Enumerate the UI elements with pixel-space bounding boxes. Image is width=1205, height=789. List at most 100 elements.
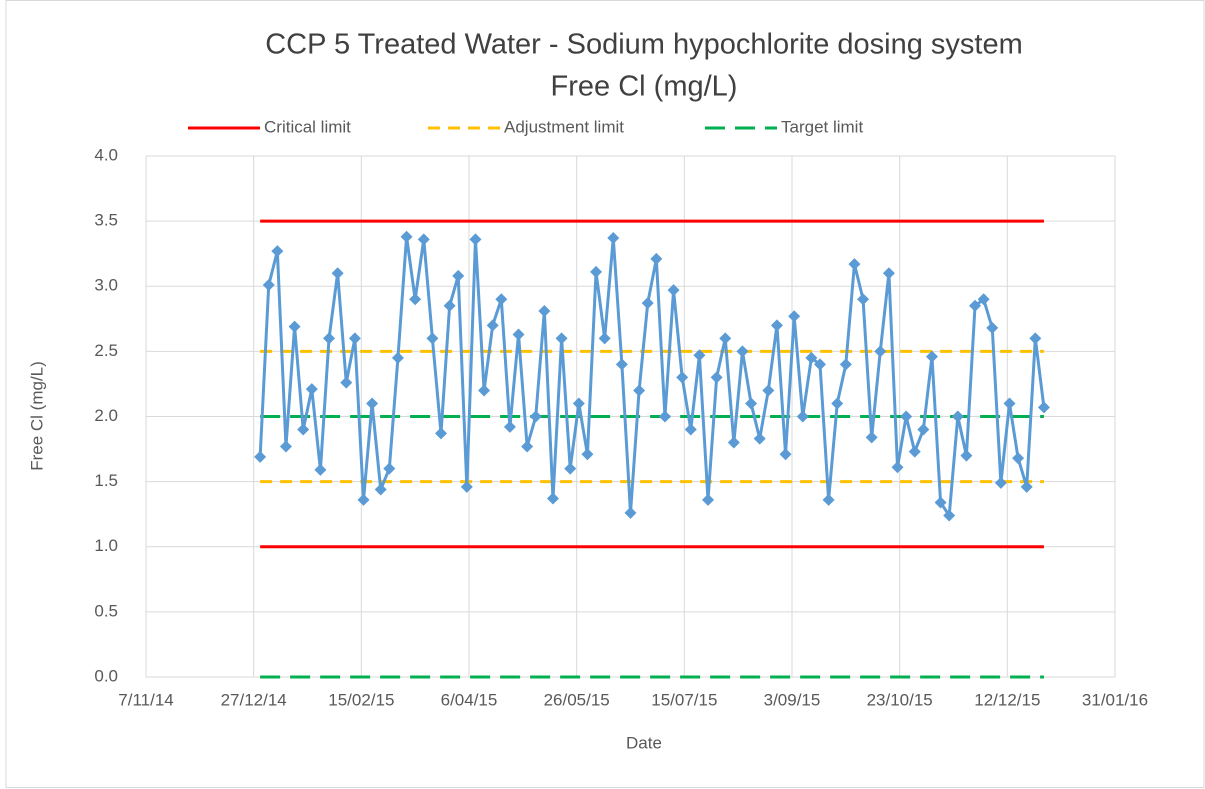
data-point: [745, 397, 758, 410]
data-point: [271, 245, 284, 258]
data-point: [917, 423, 930, 436]
data-point: [986, 321, 999, 334]
data-point: [564, 462, 577, 475]
data-point: [857, 293, 870, 306]
data-point: [779, 448, 792, 461]
data-point: [684, 423, 697, 436]
data-point: [409, 293, 422, 306]
x-tick-label: 26/05/15: [544, 690, 610, 709]
data-point: [460, 480, 473, 493]
data-point: [314, 463, 327, 476]
x-tick-label: 27/12/14: [221, 690, 287, 709]
data-point: [908, 445, 921, 458]
data-point: [788, 310, 801, 323]
legend-label: Target limit: [781, 117, 863, 136]
data-point: [469, 233, 482, 246]
chart-border: [5, 0, 1205, 788]
data-point: [254, 450, 267, 463]
data-point: [934, 496, 947, 509]
data-point: [555, 332, 568, 345]
y-tick-label: 3.0: [94, 276, 118, 295]
data-point: [581, 448, 594, 461]
data-point: [727, 436, 740, 449]
data-point: [486, 319, 499, 332]
data-point: [770, 319, 783, 332]
data-point: [658, 410, 671, 423]
x-tick-label: 3/09/15: [764, 690, 821, 709]
x-tick-label: 23/10/15: [867, 690, 933, 709]
data-point: [340, 376, 353, 389]
data-point: [977, 293, 990, 306]
data-point: [331, 267, 344, 280]
data-point: [624, 506, 637, 519]
data-point: [521, 440, 534, 453]
chart-subtitle: Free Cl (mg/L): [551, 71, 738, 103]
legend-label: Adjustment limit: [504, 117, 624, 136]
data-point: [667, 284, 680, 297]
data-point: [874, 345, 887, 358]
data-point: [391, 351, 404, 364]
data-point: [443, 299, 456, 312]
data-point: [323, 332, 336, 345]
data-point: [478, 384, 491, 397]
data-point: [891, 461, 904, 474]
data-point: [641, 297, 654, 310]
data-point: [839, 358, 852, 371]
data-point: [753, 432, 766, 445]
data-point: [538, 304, 551, 317]
data-point: [702, 493, 715, 506]
legend-label: Critical limit: [264, 117, 351, 136]
data-point: [383, 462, 396, 475]
data-point: [366, 397, 379, 410]
y-tick-label: 3.5: [94, 211, 118, 230]
data-point: [357, 493, 370, 506]
data-point: [693, 349, 706, 362]
data-point: [762, 384, 775, 397]
data-point: [512, 328, 525, 341]
data-point: [650, 252, 663, 265]
data-point: [503, 420, 516, 433]
data-point: [960, 449, 973, 462]
data-point: [969, 299, 982, 312]
y-tick-label: 2.5: [94, 341, 118, 360]
data-point: [900, 410, 913, 423]
data-point: [426, 332, 439, 345]
data-point: [736, 345, 749, 358]
x-axis-label: Date: [626, 733, 662, 752]
data-point: [1012, 452, 1025, 465]
data-point: [305, 383, 318, 396]
y-tick-label: 0.5: [94, 601, 118, 620]
data-point: [710, 371, 723, 384]
x-tick-label: 31/01/16: [1082, 690, 1148, 709]
data-point: [1029, 332, 1042, 345]
data-point: [796, 410, 809, 423]
y-tick-label: 2.0: [94, 406, 118, 425]
data-point: [1003, 397, 1016, 410]
data-point: [417, 233, 430, 246]
data-point: [607, 232, 620, 245]
data-point: [1020, 480, 1033, 493]
data-point: [848, 258, 861, 271]
data-point: [831, 397, 844, 410]
data-point: [805, 351, 818, 364]
data-point: [676, 371, 689, 384]
data-point: [374, 483, 387, 496]
data-point: [546, 492, 559, 505]
data-point: [994, 476, 1007, 489]
data-point: [279, 440, 292, 453]
y-tick-label: 1.0: [94, 536, 118, 555]
data-point: [822, 493, 835, 506]
x-tick-label: 7/11/14: [118, 690, 173, 709]
data-point: [262, 278, 275, 291]
data-line: [258, 235, 1046, 517]
data-point: [400, 230, 413, 243]
data-point: [288, 320, 301, 333]
data-point: [297, 423, 310, 436]
x-tick-label: 15/07/15: [651, 690, 717, 709]
data-point: [633, 384, 646, 397]
data-point: [495, 293, 508, 306]
data-point: [882, 267, 895, 280]
data-point: [615, 358, 628, 371]
data-point: [452, 269, 465, 282]
